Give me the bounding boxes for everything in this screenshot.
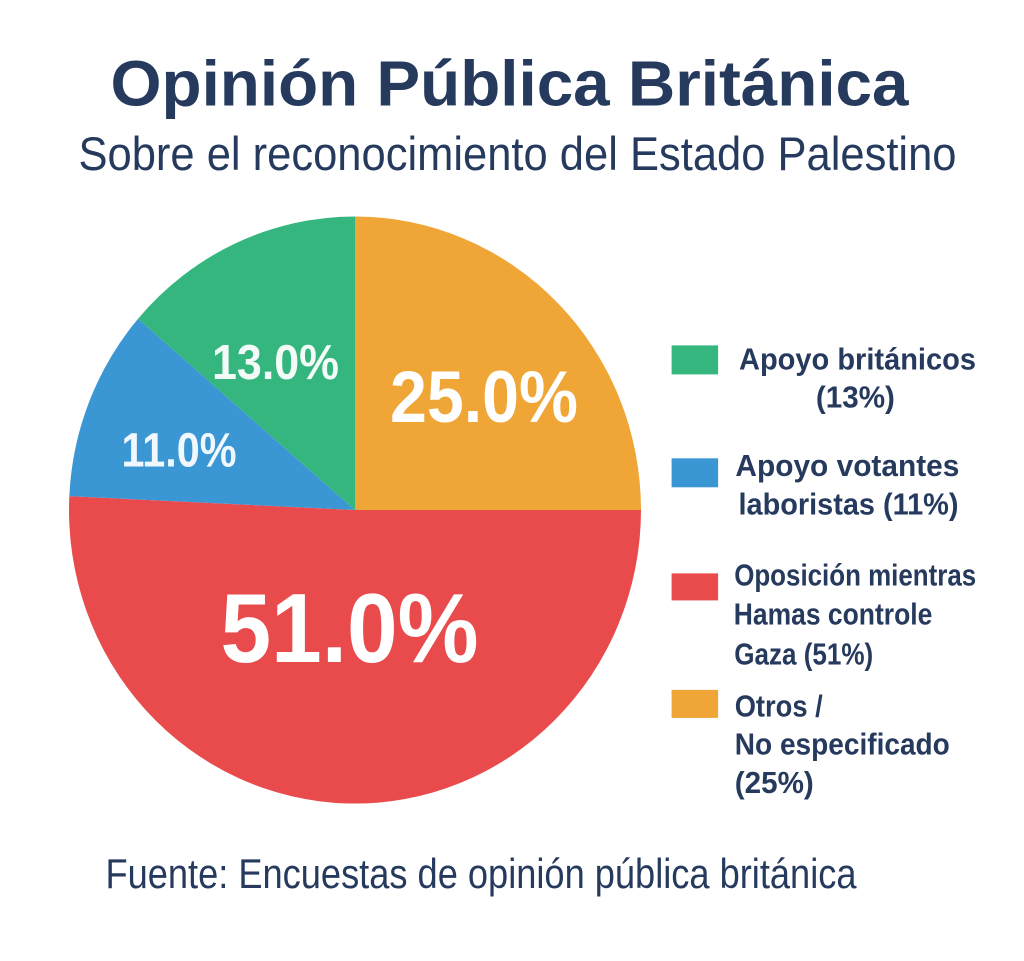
svg-text:Fuente: Encuestas de opinión p: Fuente: Encuestas de opinión pública bri… xyxy=(106,850,858,897)
svg-text:Gaza (51%): Gaza (51%) xyxy=(734,636,873,671)
svg-text:13.0%: 13.0% xyxy=(212,336,339,390)
svg-text:Oposición mientras: Oposición mientras xyxy=(734,558,976,593)
svg-text:(25%): (25%) xyxy=(735,765,814,800)
svg-text:11.0%: 11.0% xyxy=(122,424,237,477)
svg-text:Apoyo votantes: Apoyo votantes xyxy=(735,448,959,483)
svg-text:(13%): (13%) xyxy=(816,379,895,414)
svg-text:51.0%: 51.0% xyxy=(221,573,479,683)
svg-text:Hamas controle: Hamas controle xyxy=(734,597,933,632)
svg-text:No especificado: No especificado xyxy=(735,727,950,762)
svg-text:Sobre el reconocimiento del Es: Sobre el reconocimiento del Estado Pales… xyxy=(79,127,957,180)
svg-text:Otros /: Otros / xyxy=(735,689,823,724)
svg-text:Opinión Pública Británica: Opinión Pública Británica xyxy=(111,48,909,120)
svg-text:laboristas (11%): laboristas (11%) xyxy=(739,487,959,522)
svg-text:Apoyo británicos: Apoyo británicos xyxy=(739,342,976,377)
svg-text:25.0%: 25.0% xyxy=(390,357,578,438)
